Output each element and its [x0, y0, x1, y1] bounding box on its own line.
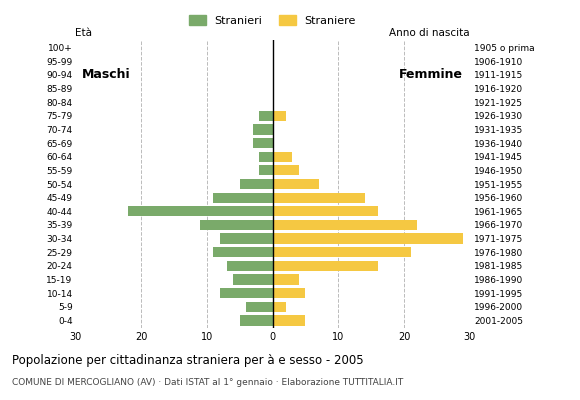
Bar — [273, 152, 292, 162]
Text: Età: Età — [75, 28, 92, 38]
Bar — [227, 261, 273, 271]
Bar — [259, 152, 273, 162]
Bar — [273, 261, 378, 271]
Bar — [220, 288, 273, 298]
Bar — [273, 234, 463, 244]
Bar — [220, 234, 273, 244]
Bar — [253, 124, 273, 134]
Bar — [273, 288, 306, 298]
Bar — [273, 192, 365, 203]
Bar — [273, 165, 299, 176]
Bar — [213, 192, 273, 203]
Bar — [259, 165, 273, 176]
Bar — [273, 302, 286, 312]
Bar — [233, 274, 273, 285]
Bar — [240, 315, 273, 326]
Text: Anno di nascita: Anno di nascita — [389, 28, 470, 38]
Bar — [240, 179, 273, 189]
Text: Popolazione per cittadinanza straniera per à e sesso - 2005: Popolazione per cittadinanza straniera p… — [12, 354, 363, 367]
Bar — [273, 315, 306, 326]
Bar — [273, 247, 411, 257]
Bar — [273, 206, 378, 216]
Bar — [273, 220, 417, 230]
Bar — [213, 247, 273, 257]
Text: Femmine: Femmine — [399, 68, 463, 81]
Bar — [246, 302, 273, 312]
Bar — [273, 274, 299, 285]
Bar — [200, 220, 273, 230]
Bar — [273, 179, 318, 189]
Bar — [273, 111, 286, 121]
Bar — [128, 206, 273, 216]
Bar — [253, 138, 273, 148]
Text: COMUNE DI MERCOGLIANO (AV) · Dati ISTAT al 1° gennaio · Elaborazione TUTTITALIA.: COMUNE DI MERCOGLIANO (AV) · Dati ISTAT … — [12, 378, 403, 387]
Bar — [259, 111, 273, 121]
Text: Maschi: Maschi — [82, 68, 130, 81]
Legend: Stranieri, Straniere: Stranieri, Straniere — [184, 11, 361, 31]
